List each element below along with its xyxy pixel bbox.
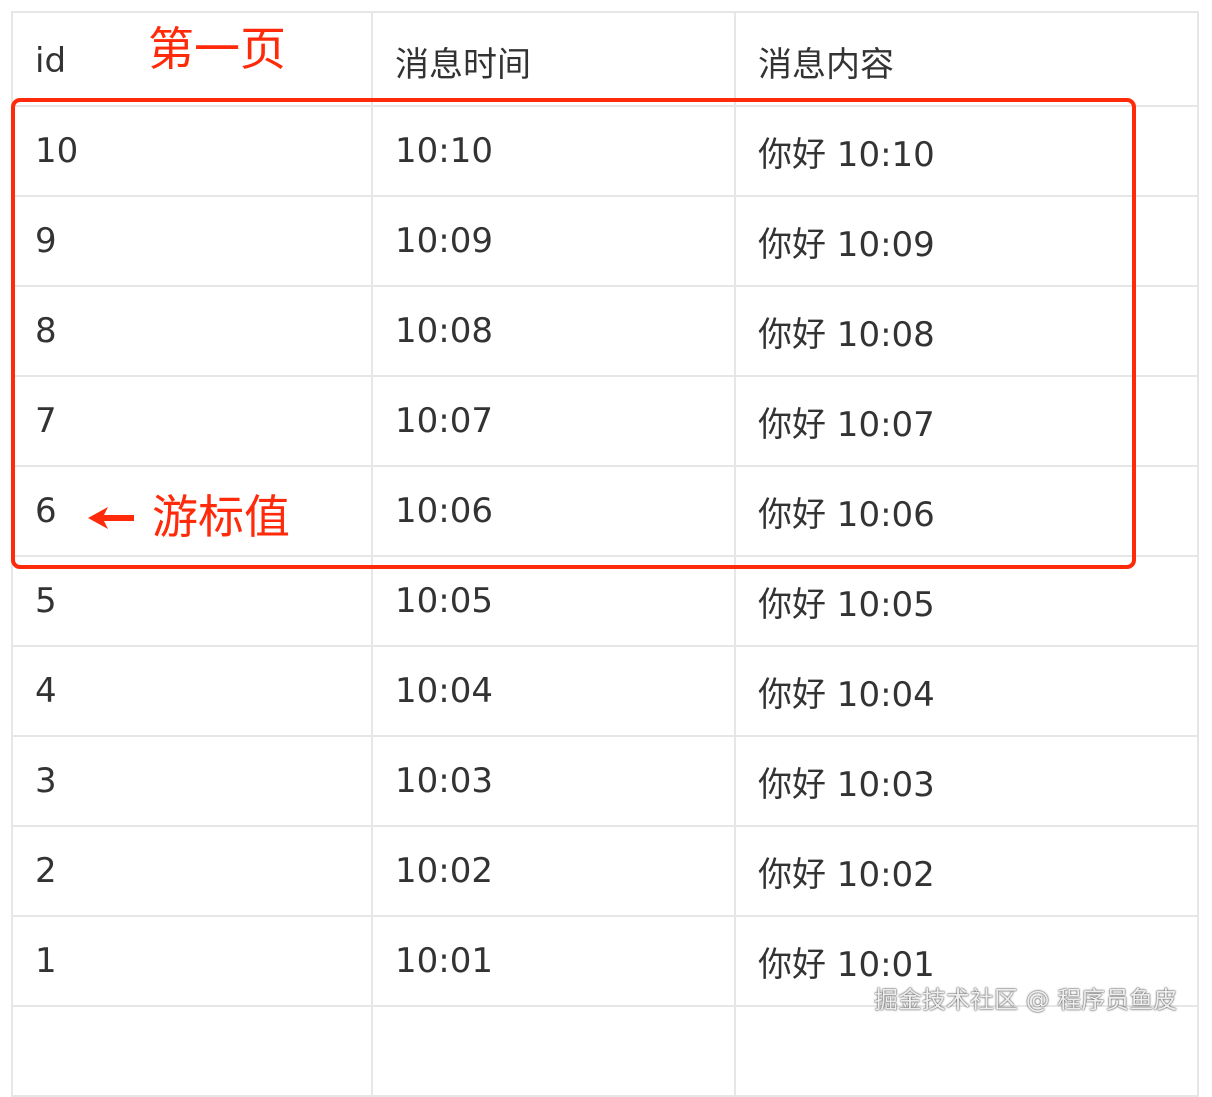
cell-id: 7 — [11, 375, 373, 467]
watermark: 掘金技术社区 @ 程序员鱼皮 — [874, 986, 1178, 1014]
table-row: 1 10:01 你好 10:01 — [11, 915, 1199, 1007]
header-id: id — [11, 11, 373, 107]
cell-message-content: 你好 10:05 — [734, 555, 1199, 647]
first-page-highlight-box — [11, 98, 1136, 569]
table-row: 7 10:07 你好 10:07 — [11, 375, 1199, 467]
table-row: 5 10:05 你好 10:05 — [11, 555, 1199, 647]
table-header-row: id 消息时间 消息内容 — [11, 11, 1199, 107]
cell-message-time: 10:09 — [371, 195, 736, 287]
cell-id: 1 — [11, 915, 373, 1007]
cell-message-time: 10:06 — [371, 465, 736, 557]
table-row: 9 10:09 你好 10:09 — [11, 195, 1199, 287]
cell-message-content: 你好 10:04 — [734, 645, 1199, 737]
cell-id: 2 — [11, 825, 373, 917]
cell-message-content: 你好 10:09 — [734, 195, 1199, 287]
cell-message-content: 你好 10:08 — [734, 285, 1199, 377]
table-row: 8 10:08 你好 10:08 — [11, 285, 1199, 377]
cell-id: 4 — [11, 645, 373, 737]
cell-message-content: 你好 10:10 — [734, 105, 1199, 197]
table-row: 2 10:02 你好 10:02 — [11, 825, 1199, 917]
table-row: 6 10:06 你好 10:06 — [11, 465, 1199, 557]
header-message-time: 消息时间 — [371, 11, 736, 107]
cell-message-content: 你好 10:07 — [734, 375, 1199, 467]
table-row-partial — [11, 1005, 1199, 1097]
cell-message-time: 10:07 — [371, 375, 736, 467]
cell-message-time: 10:08 — [371, 285, 736, 377]
cell-message-content: 你好 10:06 — [734, 465, 1199, 557]
cursor-value-label: 游标值 — [152, 490, 290, 544]
table-row: 10 10:10 你好 10:10 — [11, 105, 1199, 197]
cell-id: 5 — [11, 555, 373, 647]
cell-id: 6 — [11, 465, 373, 557]
cell-id: 10 — [11, 105, 373, 197]
cell-message-time: 10:04 — [371, 645, 736, 737]
message-table: id 消息时间 消息内容 10 10:10 你好 10:10 9 10:09 你好 10:… — [11, 11, 1199, 1097]
cell-id: 8 — [11, 285, 373, 377]
table-row: 3 10:03 你好 10:03 — [11, 735, 1199, 827]
cell-message-content: 你好 10:03 — [734, 735, 1199, 827]
cell-id: 3 — [11, 735, 373, 827]
cell-message-time: 10:05 — [371, 555, 736, 647]
cell-id: 9 — [11, 195, 373, 287]
cell-message-time: 10:03 — [371, 735, 736, 827]
cell-message-content: 你好 10:01 — [734, 915, 1199, 1007]
arrow-left-icon — [88, 507, 134, 529]
table-row: 4 10:04 你好 10:04 — [11, 645, 1199, 737]
cell-message-time: 10:02 — [371, 825, 736, 917]
first-page-label: 第一页 — [148, 22, 286, 76]
header-message-content: 消息内容 — [734, 11, 1199, 107]
cell-message-time: 10:01 — [371, 915, 736, 1007]
cell-message-content: 你好 10:02 — [734, 825, 1199, 917]
cell-message-time: 10:10 — [371, 105, 736, 197]
